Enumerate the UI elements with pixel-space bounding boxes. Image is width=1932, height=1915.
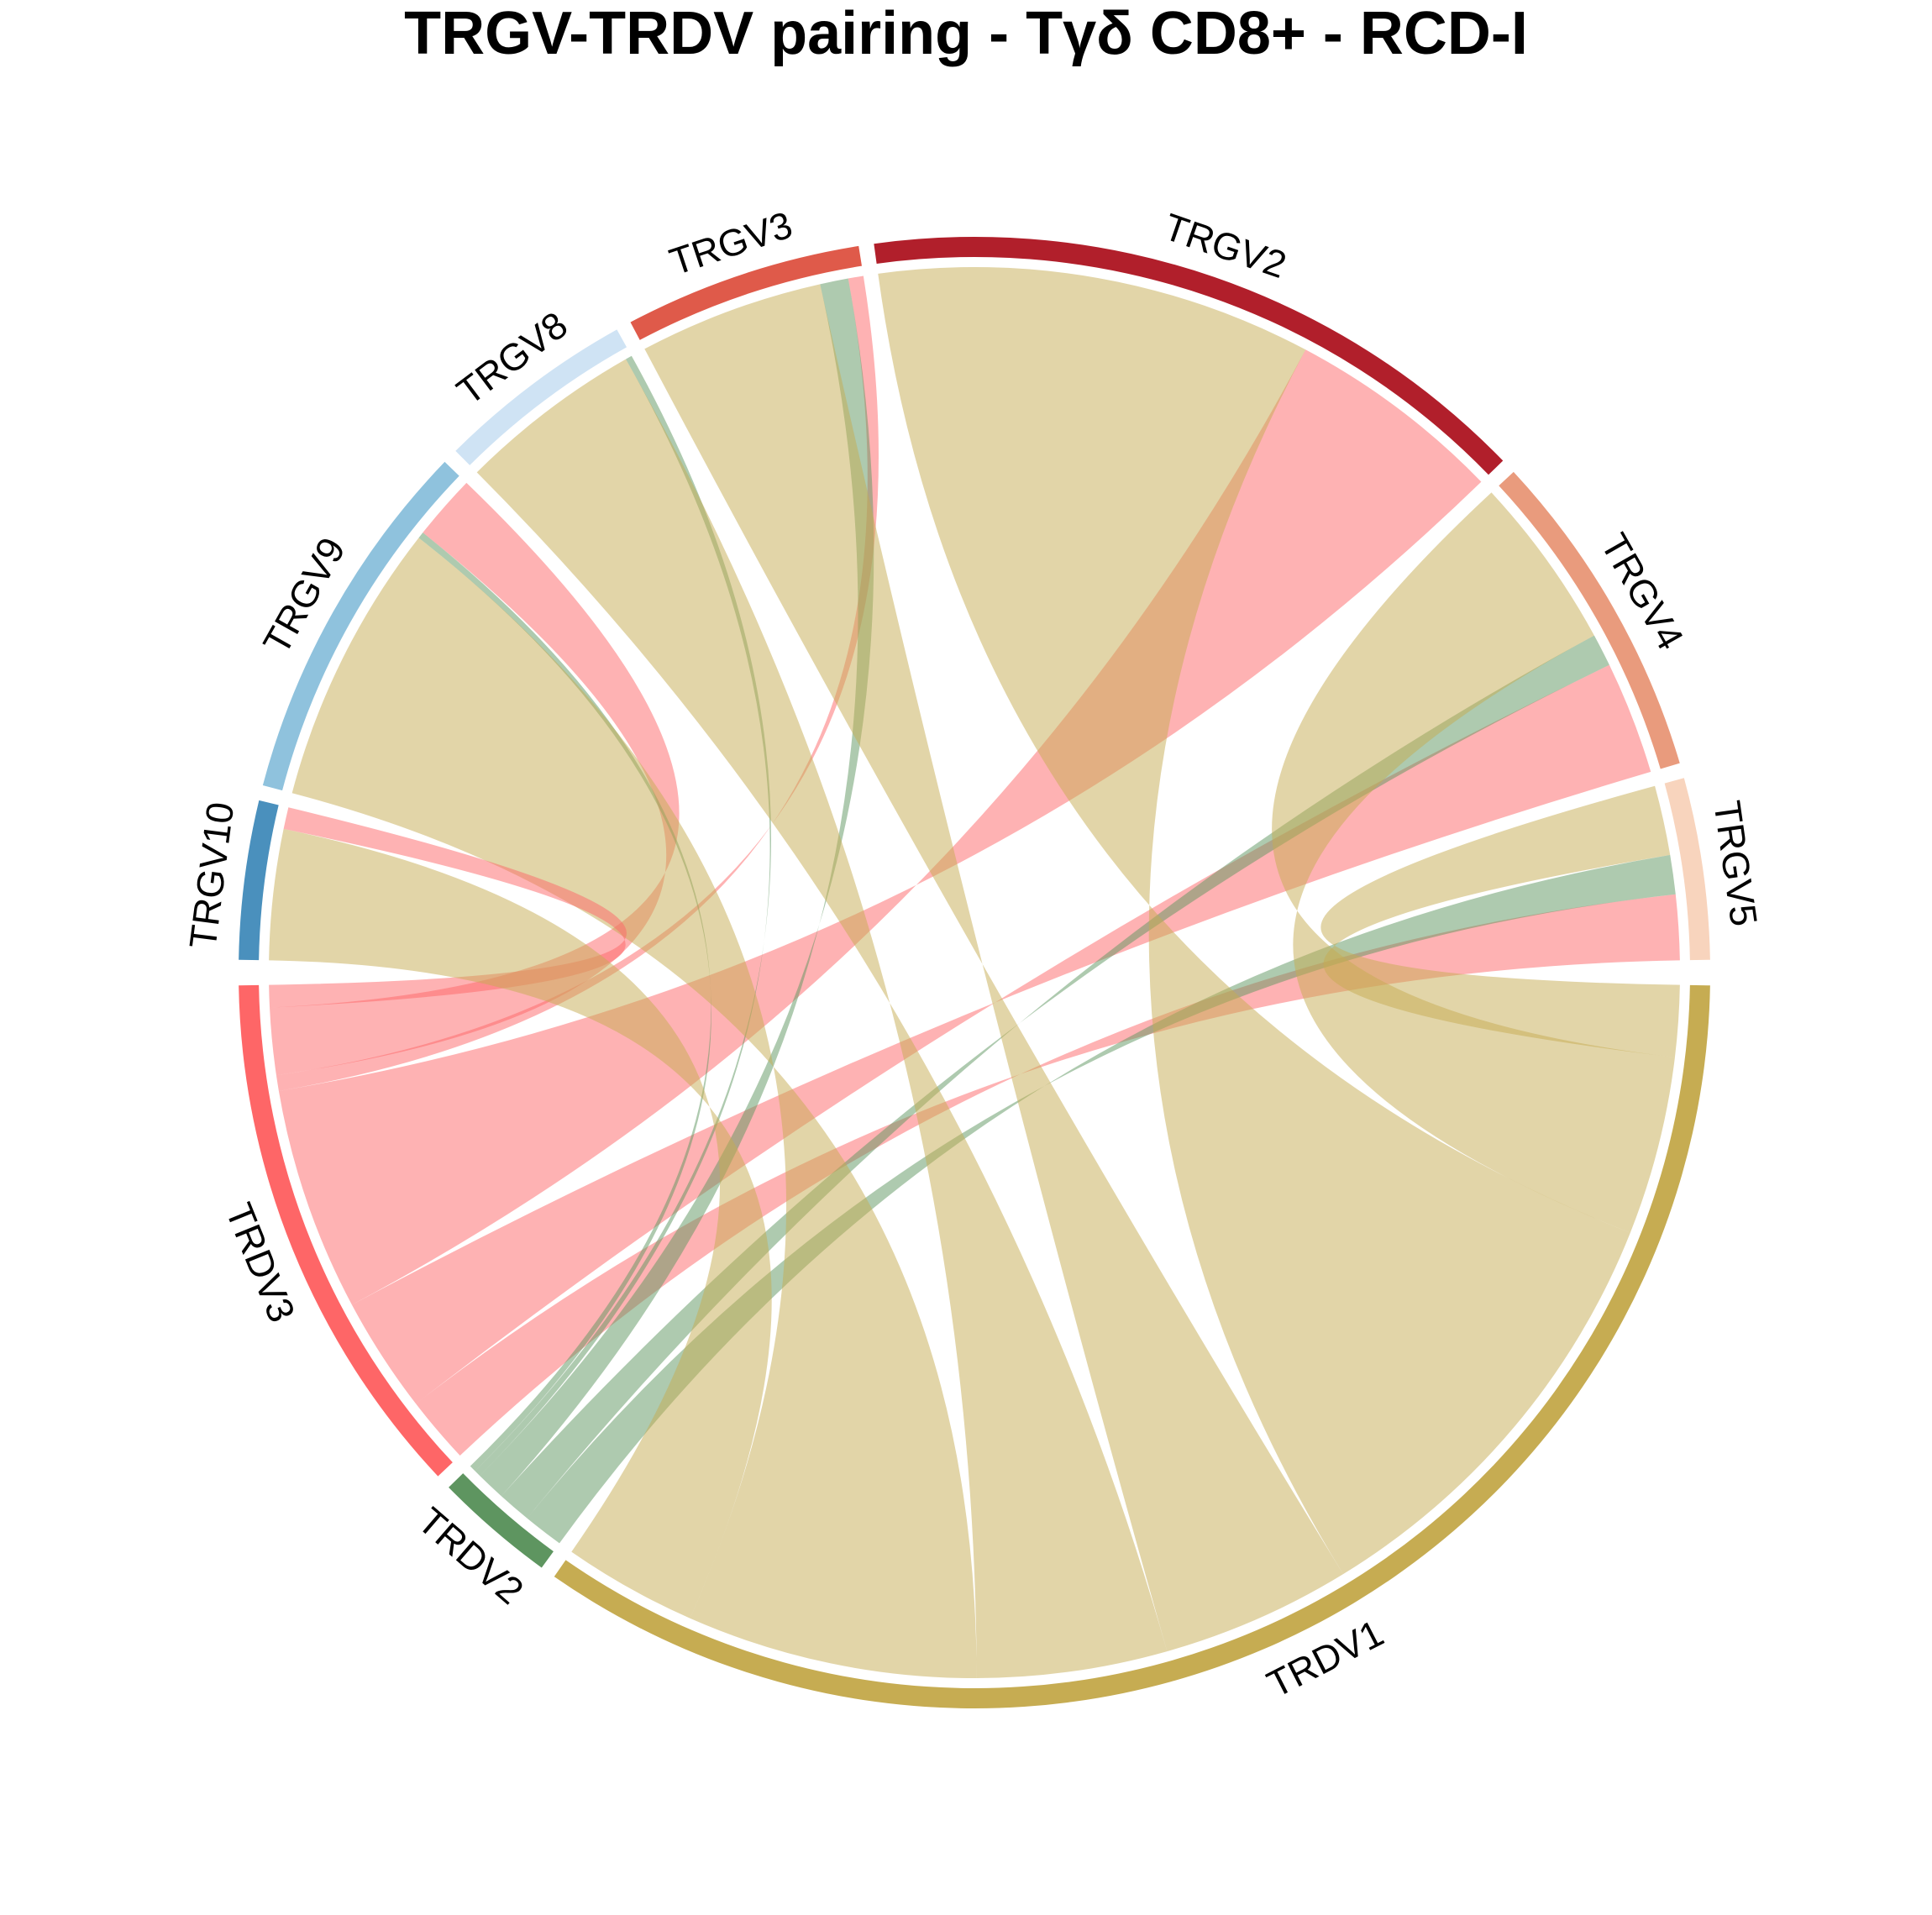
link-trgv5-trdv3: [416, 894, 1680, 1456]
sector-track-trgv3: [630, 245, 862, 340]
sector-track-trgv2: [874, 236, 1504, 475]
sector-track-trdv1: [554, 984, 1710, 1709]
sector-tracks: [239, 236, 1710, 1709]
link-trgv2-trdv1: [878, 266, 1630, 1575]
sector-label-trgv5: TRGV5: [1705, 798, 1766, 929]
links-layer: [269, 266, 1680, 1679]
sector-track-trgv8: [455, 329, 627, 465]
sector-label-trgv8: TRGV8: [449, 303, 575, 413]
link-trgv10-trdv1: [269, 828, 772, 1619]
link-trgv3-trdv2: [480, 278, 874, 1497]
link-trgv9-trdv3: [270, 482, 680, 1076]
sector-label-trdv2: TRDV2: [410, 1499, 532, 1613]
link-trgv3-trdv1: [644, 284, 1344, 1652]
link-trgv9-trdv1: [291, 538, 977, 1679]
sector-track-trgv10: [239, 800, 279, 961]
chart-title: TRGV-TRDV pairing - Tγδ CD8+ - RCD-I: [404, 0, 1528, 67]
link-trgv8-trdv1: [476, 359, 1168, 1678]
sector-track-trgv4: [1499, 471, 1680, 769]
sector-track-trdv3: [239, 984, 453, 1477]
link-trgv5-trdv1: [1320, 785, 1680, 1057]
link-trgv10-trdv3: [269, 807, 627, 1008]
sector-track-trgv5: [1664, 778, 1710, 961]
sector-track-trgv9: [262, 461, 459, 791]
sector-label-trgv10: TRGV10: [181, 800, 242, 951]
link-trgv4-trdv3: [351, 664, 1651, 1404]
link-trgv4-trdv1: [1272, 492, 1675, 1233]
sector-track-trdv2: [449, 1473, 554, 1568]
